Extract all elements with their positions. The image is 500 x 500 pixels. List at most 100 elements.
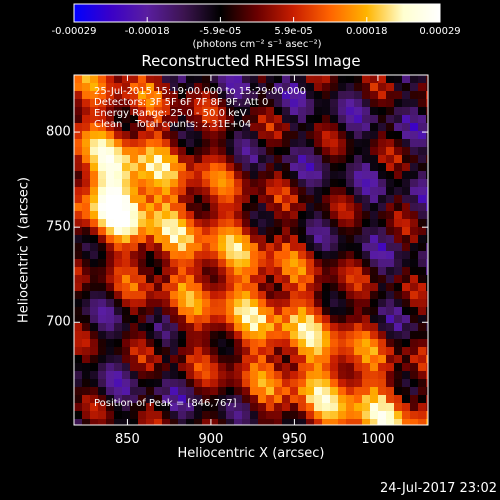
- heatmap-cell: [138, 211, 146, 219]
- heatmap-cell: [170, 99, 178, 107]
- heatmap-cell: [330, 363, 338, 371]
- heatmap-cell: [210, 99, 218, 107]
- heatmap-cell: [282, 363, 290, 371]
- heatmap-cell: [410, 395, 418, 403]
- heatmap-cell: [218, 187, 226, 195]
- heatmap-cell: [266, 419, 274, 425]
- heatmap-cell: [274, 75, 282, 83]
- heatmap-cell: [362, 419, 370, 425]
- heatmap-cell: [242, 347, 250, 355]
- heatmap-cell: [114, 235, 122, 243]
- heatmap-cell: [338, 115, 346, 123]
- heatmap-cell: [106, 339, 114, 347]
- heatmap-cell: [234, 147, 242, 155]
- heatmap-cell: [274, 275, 282, 283]
- heatmap-cell: [98, 307, 106, 315]
- heatmap-cell: [298, 195, 306, 203]
- heatmap-cell: [82, 179, 90, 187]
- heatmap-cell: [226, 123, 234, 131]
- heatmap-cell: [90, 171, 98, 179]
- heatmap-cell: [98, 83, 106, 91]
- heatmap-cell: [146, 99, 154, 107]
- heatmap-cell: [130, 219, 138, 227]
- heatmap-cell: [394, 387, 402, 395]
- heatmap-cell: [362, 355, 370, 363]
- heatmap-cell: [330, 107, 338, 115]
- heatmap-cell: [162, 283, 170, 291]
- heatmap-cell: [330, 371, 338, 379]
- heatmap-cell: [234, 235, 242, 243]
- heatmap-cell: [210, 75, 218, 83]
- heatmap-cell: [290, 187, 298, 195]
- heatmap-cell: [394, 259, 402, 267]
- heatmap-cell: [242, 363, 250, 371]
- heatmap-cell: [178, 403, 186, 411]
- heatmap-cell: [250, 195, 258, 203]
- heatmap-cell: [386, 107, 394, 115]
- heatmap-cell: [210, 307, 218, 315]
- heatmap-cell: [106, 283, 114, 291]
- heatmap-cell: [122, 259, 130, 267]
- heatmap-cell: [370, 155, 378, 163]
- heatmap-cell: [394, 91, 402, 99]
- heatmap-cell: [274, 171, 282, 179]
- heatmap-cell: [402, 411, 410, 419]
- heatmap-cell: [314, 147, 322, 155]
- heatmap-cell: [98, 227, 106, 235]
- heatmap-cell: [202, 283, 210, 291]
- heatmap-cell: [362, 411, 370, 419]
- heatmap-cell: [274, 195, 282, 203]
- heatmap-cell: [98, 91, 106, 99]
- heatmap-cell: [298, 91, 306, 99]
- heatmap-cell: [282, 307, 290, 315]
- heatmap-cell: [186, 179, 194, 187]
- heatmap-cell: [354, 403, 362, 411]
- heatmap-cell: [426, 123, 428, 131]
- heatmap-cell: [130, 163, 138, 171]
- heatmap-cell: [138, 403, 146, 411]
- heatmap-cell: [274, 267, 282, 275]
- heatmap-cell: [202, 275, 210, 283]
- heatmap-cell: [90, 323, 98, 331]
- heatmap-cell: [354, 283, 362, 291]
- heatmap-cell: [138, 91, 146, 99]
- heatmap-cell: [154, 419, 162, 425]
- heatmap-cell: [338, 219, 346, 227]
- heatmap-cell: [250, 291, 258, 299]
- heatmap-cell: [306, 379, 314, 387]
- heatmap-cell: [170, 251, 178, 259]
- heatmap-cell: [338, 163, 346, 171]
- heatmap-cell: [74, 99, 82, 107]
- heatmap-cell: [418, 195, 426, 203]
- heatmap-cell: [242, 99, 250, 107]
- heatmap-cell: [410, 219, 418, 227]
- heatmap-cell: [234, 195, 242, 203]
- heatmap-cell: [402, 203, 410, 211]
- heatmap-cell: [354, 355, 362, 363]
- heatmap-cell: [386, 355, 394, 363]
- heatmap-cell: [90, 419, 98, 425]
- heatmap-cell: [122, 179, 130, 187]
- heatmap-cell: [378, 131, 386, 139]
- heatmap-cell: [346, 371, 354, 379]
- heatmap-cell: [186, 315, 194, 323]
- heatmap-cell: [74, 155, 82, 163]
- heatmap-cell: [394, 203, 402, 211]
- heatmap-cell: [386, 291, 394, 299]
- heatmap-cell: [386, 147, 394, 155]
- heatmap-cell: [186, 227, 194, 235]
- heatmap-cell: [114, 371, 122, 379]
- heatmap-cell: [402, 139, 410, 147]
- heatmap-cell: [322, 83, 330, 91]
- heatmap-cell: [82, 419, 90, 425]
- heatmap-cell: [306, 355, 314, 363]
- heatmap-cell: [386, 243, 394, 251]
- heatmap-cell: [402, 123, 410, 131]
- heatmap-cell: [250, 83, 258, 91]
- heatmap-cell: [218, 339, 226, 347]
- heatmap-cell: [234, 267, 242, 275]
- heatmap-cell: [346, 259, 354, 267]
- heatmap-cell: [130, 107, 138, 115]
- heatmap-cell: [378, 251, 386, 259]
- y-axis-label: Heliocentric Y (arcsec): [16, 177, 32, 323]
